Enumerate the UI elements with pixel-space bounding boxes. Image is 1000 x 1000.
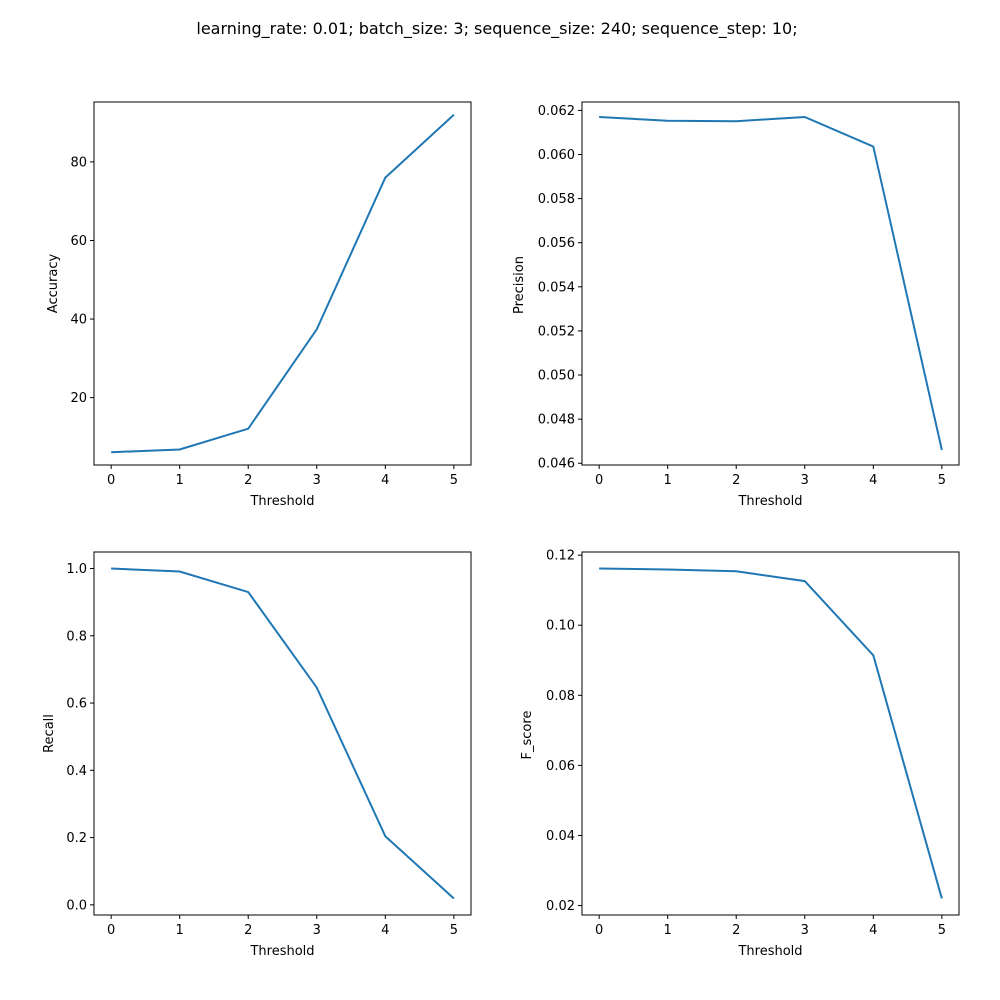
- x-axis-label: Threshold: [249, 944, 314, 959]
- y-tick-label: 0.054: [538, 280, 575, 295]
- x-tick-label: 3: [801, 923, 809, 938]
- y-tick-label: 0.04: [546, 829, 575, 844]
- x-tick-label: 5: [450, 473, 458, 488]
- y-tick-label: 20: [70, 391, 87, 406]
- x-tick-label: 4: [869, 923, 877, 938]
- y-tick-label: 0.10: [546, 619, 575, 634]
- subplot-accuracy: 0 1 2 3 4 5 20 40 60 80 Threshold Accuracy: [46, 101, 472, 509]
- y-tick-label: 1.0: [66, 562, 87, 577]
- y-tick-label: 0.052: [538, 324, 575, 339]
- y-tick-label: 40: [70, 313, 87, 328]
- x-tick-label: 0: [595, 923, 603, 938]
- series-line: [111, 114, 455, 454]
- x-tick-label: 0: [107, 923, 115, 938]
- x-tick-label: 0: [107, 473, 115, 488]
- y-axis-label: Recall: [42, 714, 57, 753]
- y-axis-label: Accuracy: [46, 254, 61, 314]
- x-tick-label: 3: [313, 473, 321, 488]
- y-tick-label: 80: [70, 155, 87, 170]
- y-ticks: 0.0 0.2 0.4 0.6 0.8 1.0: [66, 562, 94, 913]
- series-line: [599, 567, 943, 899]
- y-tick-label: 0.060: [538, 148, 575, 163]
- subplot-f-score: 0 1 2 3 4 5 0.02 0.04 0.06 0.08 0.10 0.12 Threshol…: [520, 549, 960, 959]
- y-tick-label: 0.08: [546, 689, 575, 704]
- x-tick-label: 0: [595, 473, 603, 488]
- x-tick-label: 2: [732, 923, 740, 938]
- y-tick-label: 0.048: [538, 413, 575, 428]
- y-tick-label: 0.050: [538, 369, 575, 384]
- y-axis-label: Precision: [512, 256, 527, 314]
- y-tick-label: 60: [70, 234, 87, 249]
- y-tick-label: 0.046: [538, 457, 575, 472]
- x-tick-label: 3: [801, 473, 809, 488]
- x-axis-label: Threshold: [737, 494, 802, 509]
- y-ticks: 0.02 0.04 0.06 0.08 0.10 0.12: [546, 549, 582, 914]
- x-tick-label: 1: [176, 923, 184, 938]
- x-tick-label: 2: [244, 923, 252, 938]
- y-tick-label: 0.056: [538, 236, 575, 251]
- x-tick-label: 5: [938, 923, 946, 938]
- y-tick-label: 0.2: [66, 831, 87, 846]
- y-tick-label: 0.12: [546, 549, 575, 564]
- x-tick-label: 1: [664, 473, 672, 488]
- y-tick-label: 0.058: [538, 192, 575, 207]
- x-ticks: 0 1 2 3 4 5: [107, 465, 458, 488]
- x-tick-label: 3: [313, 923, 321, 938]
- y-axis-label: F_score: [520, 711, 535, 760]
- x-tick-label: 1: [664, 923, 672, 938]
- x-ticks: 0 1 2 3 4 5: [107, 915, 458, 938]
- plot-frame: [581, 551, 960, 916]
- x-tick-label: 2: [732, 473, 740, 488]
- figure-suptitle: learning_rate: 0.01; batch_size: 3; sequ…: [196, 19, 797, 39]
- x-tick-label: 5: [938, 473, 946, 488]
- x-ticks: 0 1 2 3 4 5: [595, 465, 946, 488]
- y-ticks: 20 40 60 80: [70, 155, 94, 406]
- y-tick-label: 0.4: [66, 764, 87, 779]
- plot-frame: [581, 101, 960, 466]
- y-ticks: 0.046 0.048 0.050 0.052 0.054 0.056 0.058 0.060…: [538, 104, 582, 472]
- y-tick-label: 0.06: [546, 759, 575, 774]
- subplot-recall: 0 1 2 3 4 5 0.0 0.2 0.4 0.6 0.8 1.0 Threshold Reca…: [42, 551, 472, 959]
- x-tick-label: 4: [381, 473, 389, 488]
- x-axis-label: Threshold: [737, 944, 802, 959]
- series-line: [599, 115, 943, 451]
- plot-frame: [93, 101, 472, 466]
- y-tick-label: 0.6: [66, 697, 87, 712]
- y-tick-label: 0.02: [546, 899, 575, 914]
- y-tick-label: 0.062: [538, 104, 575, 119]
- series-line: [111, 567, 455, 900]
- plot-frame: [93, 551, 472, 916]
- x-tick-label: 1: [176, 473, 184, 488]
- x-ticks: 0 1 2 3 4 5: [595, 915, 946, 938]
- y-tick-label: 0.0: [66, 898, 87, 913]
- x-axis-label: Threshold: [249, 494, 314, 509]
- y-tick-label: 0.8: [66, 629, 87, 644]
- x-tick-label: 4: [381, 923, 389, 938]
- x-tick-label: 2: [244, 473, 252, 488]
- x-tick-label: 5: [450, 923, 458, 938]
- x-tick-label: 4: [869, 473, 877, 488]
